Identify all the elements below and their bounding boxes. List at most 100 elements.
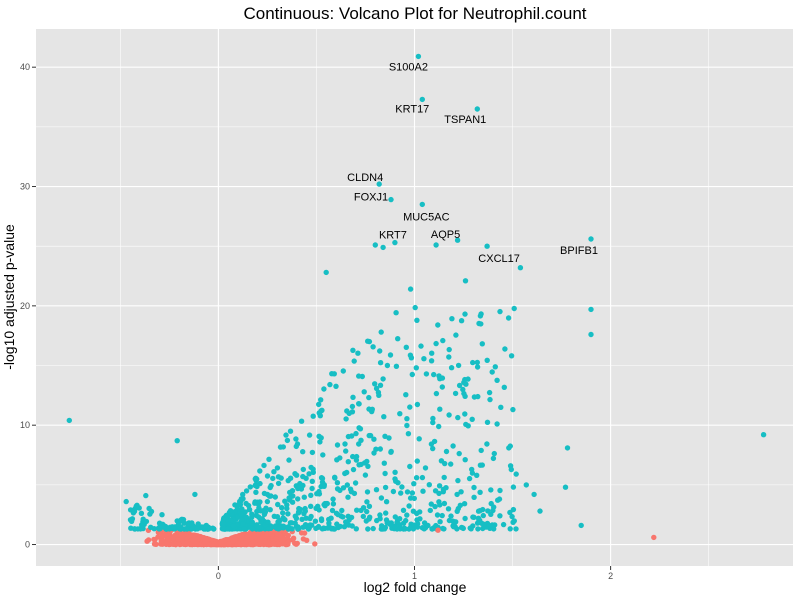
significant-point — [361, 389, 367, 395]
x-tick-label: 0 — [216, 571, 221, 581]
nonsignificant-point — [262, 538, 268, 545]
significant-point — [439, 384, 445, 390]
significant-point — [301, 494, 307, 500]
significant-point — [283, 432, 289, 438]
significant-point — [293, 436, 299, 442]
significant-point — [334, 457, 340, 463]
significant-point — [407, 463, 413, 470]
significant-point — [470, 359, 476, 366]
significant-point — [366, 503, 373, 509]
significant-point — [430, 419, 436, 426]
significant-point — [354, 507, 360, 513]
significant-point — [474, 472, 480, 478]
significant-point — [388, 448, 394, 455]
significant-point — [426, 482, 432, 488]
significant-point — [421, 356, 427, 362]
significant-point — [458, 318, 465, 324]
labeled-gene-point — [419, 96, 425, 103]
significant-point — [443, 448, 450, 455]
labeled-gene-point — [415, 53, 422, 60]
significant-point — [448, 513, 454, 519]
significant-point — [365, 338, 371, 344]
significant-point — [284, 437, 291, 444]
significant-point — [275, 480, 282, 487]
significant-point — [333, 383, 339, 389]
significant-point — [325, 525, 331, 531]
significant-point — [302, 508, 308, 514]
significant-point — [414, 317, 420, 323]
significant-point — [367, 432, 374, 439]
significant-point — [308, 492, 314, 498]
significant-point — [454, 491, 460, 498]
significant-point — [429, 350, 435, 356]
significant-point — [364, 458, 370, 465]
significant-point — [334, 480, 341, 486]
significant-point — [238, 511, 244, 517]
significant-point — [414, 401, 421, 408]
significant-point — [316, 401, 322, 408]
significant-point — [452, 390, 459, 397]
nonsignificant-point — [169, 534, 175, 541]
significant-point — [319, 407, 325, 413]
significant-point — [345, 433, 352, 440]
significant-point — [356, 401, 362, 407]
highlighted-point — [372, 242, 378, 248]
significant-point — [265, 526, 272, 532]
significant-point — [286, 457, 292, 463]
significant-point — [405, 431, 412, 437]
y-tick-label: 40 — [20, 62, 30, 72]
significant-point — [403, 517, 409, 524]
nonsignificant-point — [304, 537, 310, 543]
significant-point — [243, 500, 249, 507]
significant-point — [510, 406, 516, 413]
significant-point — [308, 503, 314, 509]
significant-point — [275, 526, 282, 532]
significant-point — [203, 523, 209, 529]
highlighted-point — [537, 508, 543, 514]
significant-point — [265, 519, 271, 525]
significant-point — [178, 517, 184, 523]
significant-point — [440, 337, 446, 344]
significant-point — [185, 520, 191, 527]
significant-point — [466, 475, 473, 482]
y-axis-title: -log10 adjusted p-value — [1, 224, 17, 370]
significant-point — [280, 444, 286, 450]
significant-point — [411, 495, 417, 502]
significant-point — [292, 471, 298, 477]
significant-point — [139, 523, 146, 529]
significant-point — [407, 352, 414, 358]
significant-point — [507, 509, 513, 516]
significant-point — [437, 406, 443, 412]
labeled-gene-point — [376, 181, 382, 187]
significant-point — [350, 466, 357, 473]
significant-point — [252, 476, 258, 482]
nonsignificant-point — [151, 536, 157, 543]
significant-point — [488, 487, 494, 493]
x-tick-label: 1 — [412, 571, 417, 581]
significant-point — [329, 507, 336, 514]
significant-point — [450, 443, 456, 449]
significant-point — [287, 475, 294, 481]
significant-point — [373, 385, 380, 392]
significant-point — [349, 523, 355, 529]
significant-point — [393, 363, 400, 369]
significant-point — [171, 524, 177, 530]
nonsignificant-point — [248, 541, 255, 547]
significant-point — [249, 521, 255, 527]
significant-point — [445, 506, 452, 512]
nonsignificant-point — [265, 541, 272, 548]
significant-point — [432, 503, 438, 510]
highlighted-point — [760, 432, 767, 438]
significant-point — [458, 489, 464, 495]
y-tick-labels: 0 10 20 30 40 — [20, 62, 30, 549]
significant-point — [319, 475, 326, 482]
significant-point — [436, 423, 442, 430]
significant-point — [156, 520, 163, 526]
significant-point — [300, 524, 306, 530]
significant-point — [313, 525, 319, 532]
significant-point — [416, 436, 422, 442]
significant-point — [471, 484, 477, 491]
significant-point — [230, 523, 237, 529]
significant-point — [330, 496, 336, 502]
significant-point — [345, 459, 351, 465]
